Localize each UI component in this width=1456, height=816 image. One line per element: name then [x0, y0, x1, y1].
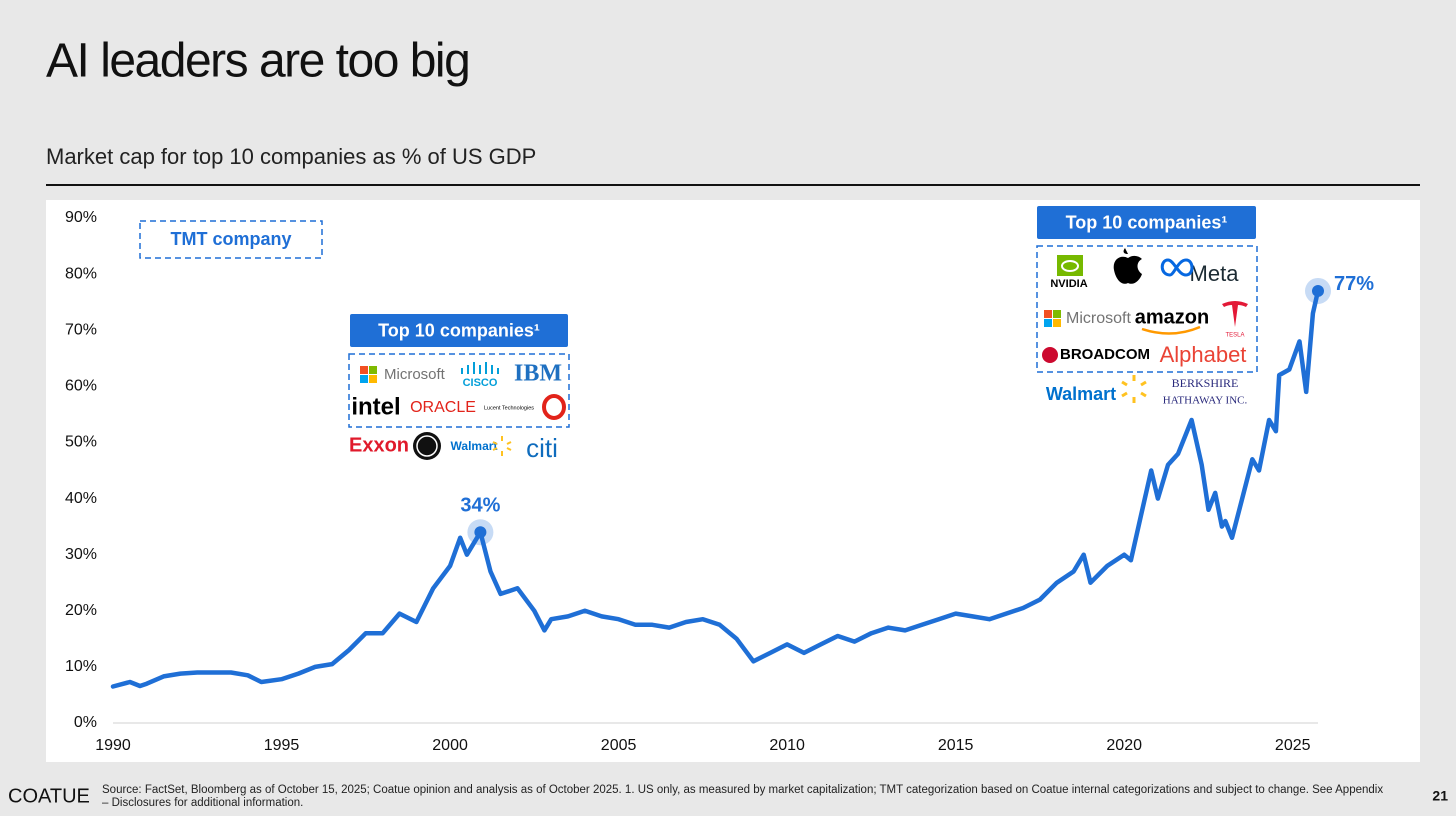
company-logo: Alphabet	[1160, 342, 1247, 367]
y-tick-label: 30%	[65, 546, 97, 563]
plot-area: 0% 10% 20% 30% 40% 50% 60% 70% 80% 90% 1990 1995 200…	[65, 206, 1374, 754]
company-logo: amazon	[1135, 306, 1209, 328]
slide-title: AI leaders are too big	[46, 35, 469, 88]
company-logo: HATHAWAY INC.	[1163, 395, 1248, 407]
value-label: 34%	[460, 495, 500, 517]
x-tick-label: 2025	[1275, 737, 1311, 754]
y-tick-label: 80%	[65, 265, 97, 282]
company-logo: TESLA	[1225, 333, 1244, 339]
source-note: Source: FactSet, Bloomberg as of October…	[102, 784, 1384, 809]
x-tick-label: 2015	[938, 737, 974, 754]
company-logo: Meta	[1190, 261, 1240, 286]
x-tick-label: 1995	[264, 737, 300, 754]
company-logo: Lucent Technologies	[484, 405, 534, 411]
company-logo: ORACLE	[410, 399, 476, 416]
logo-glyphs	[360, 248, 1248, 460]
company-logo: CISCO	[463, 377, 498, 389]
data-line	[110, 288, 1321, 689]
company-logo: Microsoft	[1066, 310, 1131, 327]
y-tick-label: 20%	[65, 602, 97, 619]
x-tick-label: 2000	[432, 737, 468, 754]
chart-subtitle: Market cap for top 10 companies as % of …	[46, 144, 536, 169]
legend-label: TMT company	[170, 229, 291, 249]
callout-title: Top 10 companies¹	[1066, 212, 1228, 232]
point-marker	[1312, 284, 1324, 297]
company-logo: intel	[351, 393, 400, 420]
y-tick-label: 0%	[74, 714, 97, 731]
y-tick-label: 90%	[65, 209, 97, 226]
y-tick-label: 50%	[65, 434, 97, 451]
x-tick-label: 2010	[769, 737, 805, 754]
callout-title: Top 10 companies¹	[378, 320, 540, 340]
y-tick-label: 60%	[65, 378, 97, 395]
company-logo: IBM	[514, 361, 562, 387]
y-tick-label: 40%	[65, 490, 97, 507]
x-tick-label: 2005	[601, 737, 637, 754]
company-logo: Walmart	[1046, 384, 1116, 404]
point-marker	[474, 526, 487, 539]
company-logo: Walmart	[451, 439, 498, 453]
callout-box	[1036, 245, 1258, 373]
company-logo: BERKSHIRE	[1172, 376, 1239, 390]
company-logo: citi	[526, 433, 558, 463]
x-tick-label: 1990	[95, 737, 131, 754]
page-number: 21	[1432, 788, 1448, 804]
value-label: 77%	[1334, 273, 1374, 295]
company-logo: BROADCOM	[1060, 346, 1150, 363]
callout-header	[350, 314, 568, 347]
company-logo: NVIDIA	[1050, 278, 1087, 290]
legend-box	[139, 220, 323, 259]
callout-box	[348, 353, 570, 428]
callout-header	[1037, 206, 1256, 239]
x-tick-label: 2020	[1106, 737, 1142, 754]
company-logo: Microsoft	[384, 366, 446, 383]
brand: COATUE	[8, 785, 90, 807]
company-logo: Exxon	[349, 434, 409, 456]
y-tick-label: 70%	[65, 321, 97, 338]
chart-panel	[46, 200, 1420, 762]
y-tick-label: 10%	[65, 658, 97, 675]
